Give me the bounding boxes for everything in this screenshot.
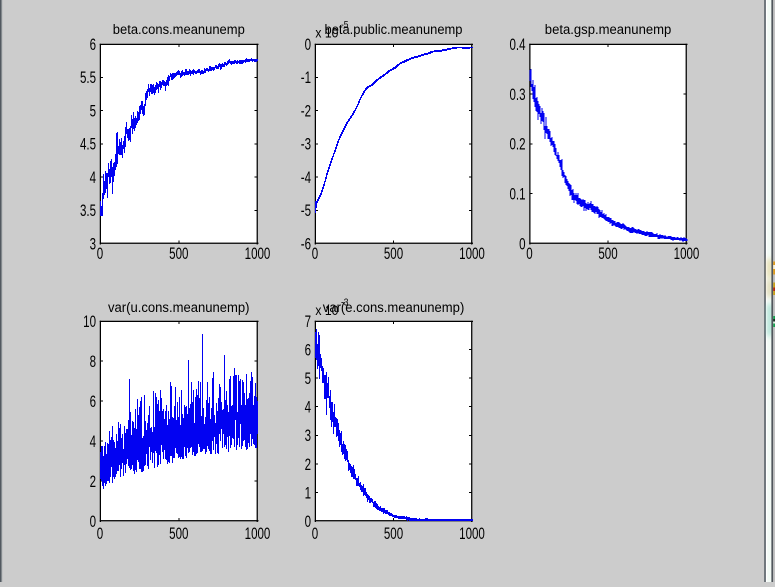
svg-text:1000: 1000: [674, 245, 700, 264]
svg-text:1: 1: [305, 484, 311, 503]
svg-text:4.5: 4.5: [80, 136, 96, 155]
svg-text:0: 0: [90, 513, 96, 532]
svg-text:x 10: x 10: [315, 25, 338, 41]
svg-text:3: 3: [90, 235, 96, 254]
svg-text:500: 500: [169, 245, 188, 264]
svg-text:var(u.cons.meanunemp): var(u.cons.meanunemp): [108, 300, 250, 315]
svg-text:beta.public.meanunemp: beta.public.meanunemp: [325, 22, 463, 37]
svg-text:-5: -5: [301, 202, 311, 221]
svg-text:0: 0: [526, 245, 532, 264]
svg-text:5: 5: [305, 370, 311, 389]
svg-text:2: 2: [305, 456, 311, 475]
svg-text:4: 4: [90, 433, 96, 452]
svg-text:5: 5: [90, 102, 96, 121]
svg-text:7: 7: [305, 313, 311, 332]
svg-text:0.3: 0.3: [509, 86, 525, 105]
svg-text:500: 500: [384, 245, 403, 264]
svg-text:3: 3: [305, 427, 311, 446]
svg-text:0: 0: [312, 245, 318, 264]
svg-text:var(e.cons.meanunemp): var(e.cons.meanunemp): [323, 300, 465, 315]
svg-text:beta.gsp.meanunemp: beta.gsp.meanunemp: [545, 22, 672, 37]
svg-text:0.1: 0.1: [509, 185, 525, 204]
svg-text:1000: 1000: [245, 525, 271, 544]
svg-text:-5: -5: [341, 19, 349, 31]
svg-text:4: 4: [90, 169, 96, 188]
svg-text:500: 500: [169, 525, 188, 544]
svg-text:beta.cons.meanunemp: beta.cons.meanunemp: [113, 22, 245, 37]
svg-text:2: 2: [90, 473, 96, 492]
svg-text:4: 4: [305, 399, 311, 418]
svg-text:5.5: 5.5: [80, 69, 96, 88]
svg-text:-1: -1: [301, 69, 311, 88]
svg-text:500: 500: [384, 525, 403, 544]
svg-text:-2: -2: [301, 102, 311, 121]
svg-text:0: 0: [519, 235, 525, 254]
svg-text:0.2: 0.2: [509, 136, 525, 155]
svg-text:6: 6: [90, 393, 96, 412]
svg-text:0: 0: [305, 513, 311, 532]
svg-text:-4: -4: [301, 169, 311, 188]
svg-text:8: 8: [90, 353, 96, 372]
svg-text:-3: -3: [341, 297, 349, 309]
svg-text:0: 0: [312, 525, 318, 544]
svg-text:-6: -6: [301, 235, 311, 254]
svg-text:1000: 1000: [245, 245, 271, 264]
svg-text:x 10: x 10: [315, 302, 338, 318]
svg-text:6: 6: [90, 36, 96, 55]
svg-text:1000: 1000: [459, 525, 485, 544]
svg-text:6: 6: [305, 341, 311, 360]
svg-text:1000: 1000: [459, 245, 485, 264]
svg-text:0.4: 0.4: [509, 36, 525, 55]
svg-text:0: 0: [97, 245, 103, 264]
svg-text:-3: -3: [301, 136, 311, 155]
svg-text:3.5: 3.5: [80, 202, 96, 221]
svg-text:0: 0: [97, 525, 103, 544]
svg-text:10: 10: [83, 313, 96, 332]
svg-text:500: 500: [598, 245, 617, 264]
svg-text:0: 0: [305, 36, 311, 55]
